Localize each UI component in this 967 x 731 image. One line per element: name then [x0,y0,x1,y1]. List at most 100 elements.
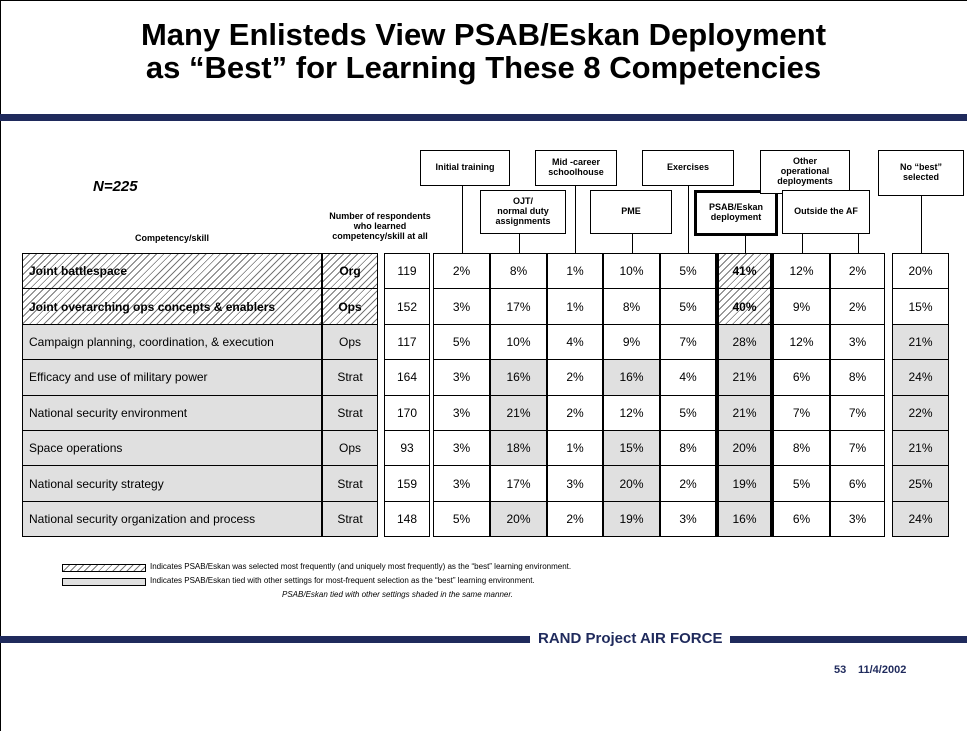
percent: 10% [603,253,660,290]
column-header: Other operational deployments [760,150,850,194]
percent: 6% [773,500,830,538]
percent: 1% [547,253,603,290]
percent: 12% [773,323,830,361]
percent: 3% [433,359,490,396]
category: Org [322,253,378,290]
title: Many Enlisteds View PSAB/Eskan Deploymen… [140,17,827,86]
competency: Efficacy and use of military power [22,359,322,396]
percent: 3% [547,465,603,502]
percent: 3% [830,323,885,361]
sample-size: N=225 [93,178,138,195]
category: Strat [322,465,378,502]
competency-header: Competency/skill [134,233,210,243]
percent: 2% [830,253,885,290]
respondents: 148 [384,500,430,538]
percent: 1% [547,288,603,325]
percent: 3% [433,288,490,325]
column-header: PSAB/Eskan deployment [694,190,778,236]
percent: 3% [433,430,490,467]
category: Ops [322,430,378,467]
legend-text: Indicates PSAB/Eskan was selected most f… [150,562,572,571]
percent: 6% [830,465,885,502]
date: 11/4/2002 [858,664,907,676]
percent: 12% [603,394,660,431]
percent: 21% [490,394,547,431]
percent: 3% [830,500,885,538]
percent: 5% [433,323,490,361]
percent: 7% [660,323,716,361]
percent: 21% [716,394,773,431]
percent: 4% [547,323,603,361]
page-number: 53 [834,664,847,676]
percent: 40% [716,288,773,325]
connector [461,186,463,253]
percent: 20% [603,465,660,502]
percent: 8% [660,430,716,467]
percent: 7% [773,394,830,431]
competency: Space operations [22,430,322,467]
percent: 3% [660,500,716,538]
connector [575,186,576,253]
percent: 20% [490,500,547,538]
percent: 19% [716,465,773,502]
percent: 12% [773,253,830,290]
respondents: 93 [384,430,430,467]
percent: 8% [773,430,830,467]
respondents: 152 [384,288,430,325]
connector [631,234,633,253]
percent: 6% [773,359,830,396]
percent: 5% [433,500,490,538]
percent: 7% [830,430,885,467]
column-header: Outside the AF [782,190,870,234]
connector [518,234,520,253]
percent: 22% [892,394,949,431]
percent: 20% [892,253,949,290]
legend-swatch-gray [62,578,146,586]
respondents: 117 [384,323,430,361]
percent: 2% [547,500,603,538]
column-header: Mid -career schoolhouse [535,150,617,186]
percent: 1% [547,430,603,467]
category: Ops [322,323,378,361]
column-header: Exercises [642,150,734,186]
percent: 28% [716,323,773,361]
respondents-header: Number of respondents who learned compet… [329,211,431,241]
percent: 19% [603,500,660,538]
competency: Campaign planning, coordination, & execu… [22,323,322,361]
competency: National security environment [22,394,322,431]
percent: 21% [716,359,773,396]
column-header: PME [590,190,672,234]
competency: Joint battlespace [22,253,322,290]
percent: 5% [660,288,716,325]
legend-note: PSAB/Eskan tied with other settings shad… [282,590,513,599]
percent: 5% [660,253,716,290]
legend-swatch-hatch [62,564,146,572]
percent: 8% [603,288,660,325]
percent: 18% [490,430,547,467]
competency: National security organization and proce… [22,500,322,538]
title-rule [0,114,967,121]
column-header: No “best” selected [878,150,964,196]
connector [857,234,859,253]
footer-rule [0,636,967,643]
percent: 2% [547,359,603,396]
percent: 3% [433,465,490,502]
legend-text: Indicates PSAB/Eskan tied with other set… [150,576,535,585]
percent: 17% [490,465,547,502]
percent: 17% [490,288,547,325]
category: Strat [322,359,378,396]
category: Strat [322,394,378,431]
percent: 5% [660,394,716,431]
percent: 15% [603,430,660,467]
percent: 24% [892,500,949,538]
percent: 2% [433,253,490,290]
footer-org: RAND Project AIR FORCE [530,630,731,647]
respondents: 170 [384,394,430,431]
category: Ops [322,288,378,325]
competency: National security strategy [22,465,322,502]
percent: 41% [716,253,773,290]
column-header: OJT/ normal duty assignments [480,190,566,234]
respondents: 119 [384,253,430,290]
